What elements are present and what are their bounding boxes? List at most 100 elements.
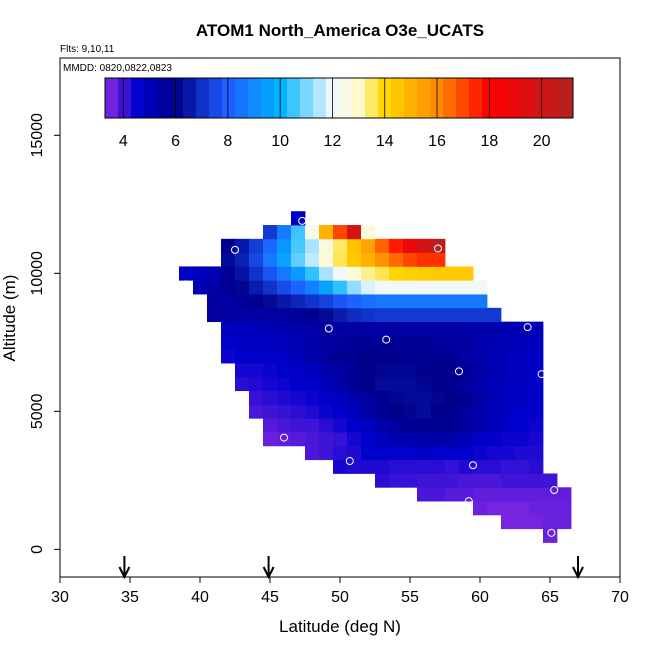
heatmap-cell	[291, 266, 306, 281]
heatmap-cell	[459, 445, 474, 461]
heatmap-cell	[235, 307, 250, 323]
heatmap-cell	[249, 266, 264, 281]
colorbar-segment	[274, 78, 288, 118]
heatmap-cell	[207, 266, 222, 281]
heatmap-cell	[361, 321, 376, 336]
heatmap-cell	[361, 294, 376, 309]
heatmap-cell	[487, 307, 502, 323]
colorbar-segment	[170, 78, 184, 118]
heatmap-cell	[263, 280, 278, 295]
heatmap-cell	[403, 349, 418, 364]
heatmap-cell	[319, 238, 334, 254]
heatmap-cell	[417, 252, 432, 267]
heatmap-cell	[445, 294, 460, 309]
heatmap-cell	[305, 225, 320, 240]
heatmap-cell	[501, 404, 516, 419]
heatmap-cell	[347, 363, 362, 378]
heatmap-cell	[557, 487, 572, 502]
heatmap-cell	[389, 432, 404, 447]
flight-point	[550, 486, 559, 495]
heatmap-cell	[249, 252, 264, 267]
heatmap-cell	[417, 404, 432, 419]
heatmap-cell	[375, 252, 390, 267]
heatmap-cell	[515, 487, 530, 502]
heatmap-cell	[431, 459, 446, 474]
x-axis-label: Latitude (deg N)	[279, 617, 401, 636]
colorbar-segment	[118, 78, 132, 118]
heatmap-cell	[473, 473, 488, 488]
heatmap-cell	[249, 390, 264, 405]
heatmap-cell	[515, 459, 530, 474]
heatmap-cell	[501, 363, 516, 378]
y-tick-label: 0	[29, 545, 46, 554]
flight-point	[434, 244, 442, 253]
heatmap-cell	[375, 335, 390, 350]
heatmap-cell	[473, 459, 488, 474]
heatmap-cell	[459, 307, 474, 323]
heatmap-cell	[417, 349, 432, 364]
x-tick-label: 60	[471, 589, 489, 606]
heatmap-cell	[347, 335, 362, 350]
heatmap-cell	[263, 376, 278, 392]
heatmap-cell	[487, 487, 502, 502]
heatmap-cell	[529, 335, 544, 350]
heatmap-cell	[501, 349, 516, 364]
heatmap-cell	[459, 432, 474, 447]
heatmap-cell	[375, 294, 390, 309]
heatmap-cell	[333, 376, 348, 392]
heatmap-cell	[403, 238, 418, 254]
x-tick-label: 45	[261, 589, 279, 606]
heatmap-cell	[263, 335, 278, 350]
heatmap-cell	[417, 473, 432, 488]
heatmap-cell	[417, 307, 432, 323]
colorbar-segment	[105, 78, 119, 118]
heatmap-cell	[389, 404, 404, 419]
colorbar-segment	[261, 78, 275, 118]
heatmap-cell	[389, 266, 404, 281]
heatmap-cell	[319, 376, 334, 392]
heatmap-cell	[263, 252, 278, 267]
heatmap-cell	[487, 418, 502, 433]
heatmap-cell	[445, 266, 460, 281]
colorbar-segment	[209, 78, 223, 118]
heatmap-cell	[333, 307, 348, 323]
colorbar-tick-label: 16	[428, 133, 446, 150]
heatmap-cell	[249, 349, 264, 364]
heatmap-cell	[193, 266, 208, 281]
heatmap-cell	[263, 266, 278, 281]
heatmap-cell	[417, 418, 432, 433]
heatmap-cell	[291, 363, 306, 378]
colorbar-tick-label: 4	[119, 133, 128, 150]
heatmap-cell	[445, 363, 460, 378]
heatmap-cell	[249, 280, 264, 295]
heatmap-cell	[319, 294, 334, 309]
heatmap-cell	[557, 514, 572, 530]
heatmap-cell	[305, 307, 320, 323]
heatmap-cell	[445, 459, 460, 474]
heatmap-cell	[389, 294, 404, 309]
heatmap-cell	[263, 321, 278, 336]
colorbar-segment	[495, 78, 509, 118]
heatmap-cell	[529, 404, 544, 419]
heatmap-cell	[305, 418, 320, 433]
heatmap-cell	[445, 445, 460, 461]
heatmap-cell	[501, 501, 516, 516]
heatmap-cell	[277, 321, 292, 336]
colorbar-tick-label: 8	[223, 133, 232, 150]
heatmap-cell	[515, 335, 530, 350]
heatmap-cell	[375, 404, 390, 419]
flight-point	[469, 461, 477, 470]
heatmap-cell	[501, 321, 516, 336]
heatmap-cell	[473, 349, 488, 364]
heatmap-cell	[431, 307, 446, 323]
heatmap-cell	[403, 335, 418, 350]
heatmap-cell	[375, 280, 390, 295]
heatmap-cell	[431, 349, 446, 364]
flight-point	[298, 216, 307, 225]
heatmap-cell	[235, 363, 250, 378]
flight-points	[182, 216, 559, 537]
heatmap-cell	[375, 349, 390, 364]
heatmap-cell	[291, 307, 306, 323]
colorbar-segment	[469, 78, 483, 118]
heatmap-cell	[277, 404, 292, 419]
